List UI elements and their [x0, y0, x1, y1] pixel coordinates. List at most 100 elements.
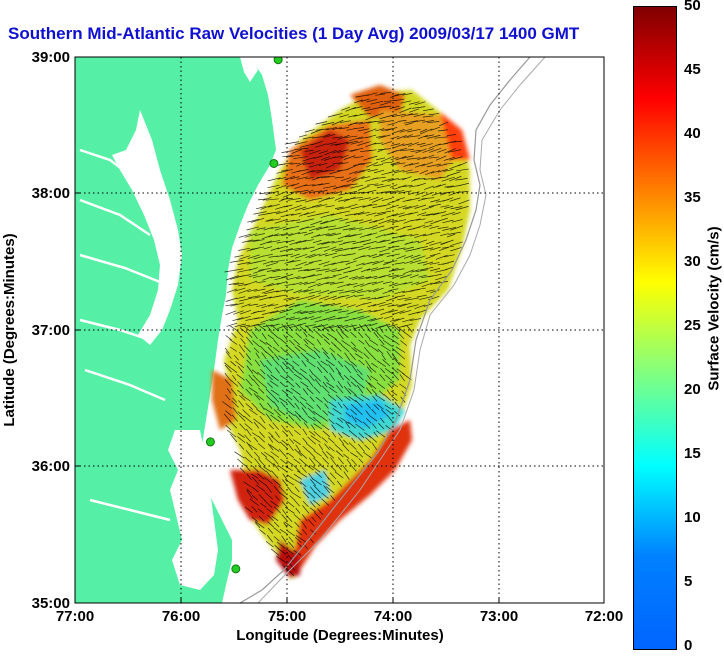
- velocity-vector: [403, 246, 414, 251]
- colorbar-tick: 10: [684, 509, 701, 526]
- velocity-vector: [248, 267, 259, 271]
- velocity-vector: [357, 309, 372, 314]
- velocity-vector: [307, 169, 323, 173]
- velocity-vector: [297, 231, 307, 235]
- velocity-vector: [386, 414, 393, 422]
- velocity-vector: [318, 324, 329, 328]
- velocity-vector: [364, 323, 371, 333]
- velocity-vector: [450, 225, 464, 231]
- velocity-vector: [409, 162, 420, 166]
- velocity-vector: [342, 227, 356, 231]
- velocity-vector: [388, 274, 399, 278]
- velocity-vector: [336, 206, 351, 210]
- velocity-vector: [336, 324, 344, 333]
- velocity-vector: [240, 327, 247, 333]
- velocity-vector: [304, 316, 314, 320]
- velocity-vector: [354, 127, 365, 130]
- velocity-vector: [317, 508, 324, 516]
- velocity-vector: [294, 247, 308, 252]
- velocity-vector: [315, 233, 330, 237]
- velocity-vector: [429, 147, 442, 153]
- velocity-vector: [265, 457, 275, 466]
- velocity-vector: [378, 295, 391, 299]
- velocity-vector: [394, 106, 406, 111]
- velocity-vector: [251, 323, 266, 327]
- velocity-vector: [368, 382, 377, 390]
- velocity-vector: [358, 197, 371, 201]
- velocity-vector: [262, 276, 272, 281]
- velocity-vector: [357, 141, 371, 146]
- velocity-vector: [419, 128, 433, 135]
- velocity-vector: [363, 240, 377, 246]
- velocity-vector: [369, 322, 378, 327]
- velocity-vector: [267, 240, 281, 244]
- station-marker: [273, 57, 283, 65]
- velocity-vector: [255, 206, 266, 210]
- velocity-vector: [274, 219, 287, 224]
- velocity-vector: [267, 514, 274, 522]
- velocity-vector: [417, 246, 428, 249]
- velocity-vector: [273, 521, 280, 528]
- lon-tick-label: 77:00: [56, 608, 94, 625]
- velocity-vector: [313, 423, 323, 430]
- velocity-vector: [268, 255, 279, 258]
- velocity-vector: [393, 169, 405, 174]
- velocity-vector: [314, 512, 322, 520]
- velocity-vector: [422, 154, 435, 160]
- velocity-vector: [278, 491, 288, 499]
- velocity-vector: [225, 335, 232, 341]
- velocity-vector: [272, 422, 280, 430]
- velocity-vector: [362, 301, 372, 305]
- velocity-vector: [313, 386, 321, 394]
- velocity-vector: [330, 217, 343, 222]
- velocity-vector: [325, 281, 335, 284]
- velocity-vector: [380, 310, 393, 316]
- velocity-vector: [237, 365, 244, 374]
- velocity-vector: [379, 203, 391, 207]
- velocity-vector: [447, 171, 461, 177]
- velocity-vector: [406, 304, 419, 308]
- velocity-vector: [372, 287, 384, 293]
- velocity-vector: [319, 464, 328, 471]
- velocity-vector: [346, 177, 357, 183]
- velocity-vector: [251, 402, 258, 410]
- velocity-vector: [417, 239, 428, 244]
- velocity-vector: [387, 383, 393, 389]
- velocity-vector: [343, 183, 358, 186]
- velocity-vector: [225, 303, 238, 307]
- velocity-vector: [354, 394, 364, 402]
- velocity-vector: [270, 414, 280, 422]
- velocity-vector: [379, 101, 392, 106]
- velocity-vector: [348, 442, 357, 450]
- velocity-vector: [398, 362, 406, 368]
- velocity-vector: [294, 346, 301, 352]
- velocity-vector: [442, 260, 455, 265]
- velocity-vector: [294, 147, 309, 150]
- velocity-vector: [321, 133, 331, 138]
- velocity-vector: [357, 443, 365, 452]
- velocity-vector: [258, 494, 266, 502]
- velocity-vector: [350, 197, 363, 199]
- velocity-vector: [302, 428, 308, 436]
- velocity-vector: [356, 384, 364, 394]
- velocity-vector: [421, 161, 433, 167]
- velocity-vector: [287, 225, 300, 229]
- velocity-vector: [350, 331, 357, 339]
- velocity-vector: [237, 436, 246, 443]
- velocity-vector: [238, 247, 251, 251]
- velocity-vector: [409, 318, 422, 322]
- velocity-vector: [237, 315, 251, 321]
- velocity-vector: [276, 240, 288, 244]
- colorbar-tick: 25: [684, 317, 701, 334]
- velocity-vector: [231, 414, 239, 422]
- velocity-vector: [286, 154, 300, 158]
- velocity-vector: [374, 296, 384, 300]
- velocity-vector: [263, 226, 273, 231]
- velocity-vector: [335, 422, 344, 429]
- velocity-vector: [345, 234, 357, 238]
- velocity-vector: [266, 534, 274, 543]
- velocity-vector: [294, 410, 302, 418]
- velocity-vector: [266, 218, 281, 222]
- velocity-vector: [321, 169, 335, 173]
- velocity-vector: [288, 232, 300, 237]
